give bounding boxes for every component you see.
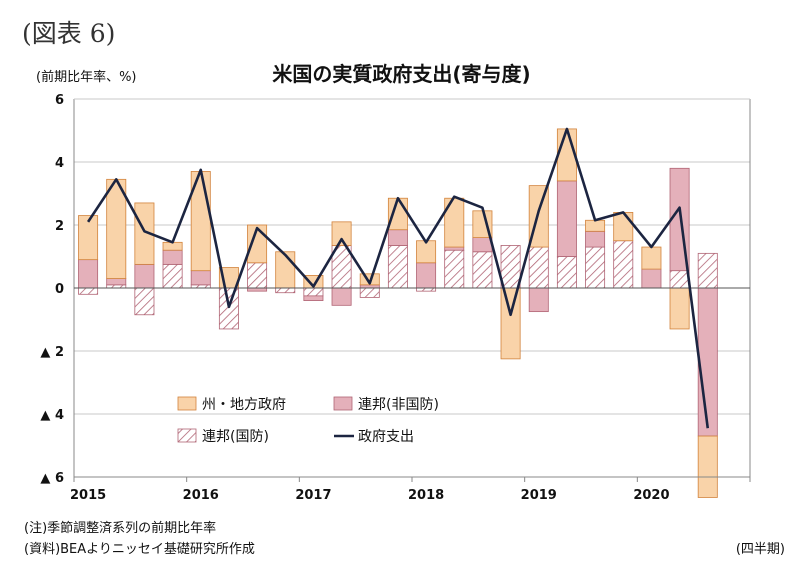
y-tick-label: ▲ 4 [40, 408, 64, 423]
total-line-layer [86, 127, 710, 429]
state-local-bar [331, 221, 352, 246]
axes: 6 4 2 0 ▲ 2 ▲ 4 ▲ 6 2015 2016 2017 2018 2019 2020 [40, 93, 751, 503]
state-local-bar [613, 211, 634, 242]
notes: (注)季節調整済系列の前期比年率 (資料)BEAよりニッセイ基礎研究所作成 [24, 518, 255, 560]
defense-bar [162, 263, 183, 289]
x-tick-label: 2020 [633, 488, 669, 503]
defense-bar [556, 256, 577, 289]
y-tick-label: ▲ 6 [40, 471, 64, 486]
defense-bar [500, 245, 521, 289]
nondefense-bar [444, 246, 465, 251]
state-local-bar [416, 240, 437, 264]
nondefense-bar [331, 287, 352, 306]
unit-label: (前期比年率、%) [36, 70, 137, 85]
defense-bar [247, 262, 268, 289]
nondefense-bar [134, 263, 155, 289]
defense-bar [613, 240, 634, 289]
nondefense-bar [78, 259, 99, 289]
x-tick-label: 2018 [408, 488, 444, 503]
nondefense-bar [416, 262, 437, 289]
x-tick-label: 2017 [295, 488, 331, 503]
defense-bar [669, 270, 690, 289]
nondefense-bar [585, 230, 606, 248]
defense-bar [303, 287, 324, 297]
x-tick-label: 2015 [70, 488, 106, 503]
y-tick-label: 2 [55, 219, 64, 234]
state-local-bar [669, 287, 690, 330]
defense-bar [528, 246, 549, 289]
legend-label-nondefense: 連邦(非国防) [358, 397, 439, 413]
legend: 州・地方政府 連邦(非国防) 連邦(国防) 政府支出 [177, 396, 439, 445]
note-line: (注)季節調整済系列の前期比年率 [24, 521, 217, 536]
state-local-bar [78, 215, 99, 261]
nondefense-bar [472, 237, 493, 253]
figure-label: (図表 6) [22, 19, 116, 48]
defense-bar [275, 287, 296, 294]
legend-label-state: 州・地方政府 [202, 397, 286, 413]
frequency-label: (四半期) [735, 542, 785, 557]
legend-label-defense: 連邦(国防) [202, 429, 269, 445]
total-line [86, 127, 710, 429]
nondefense-bar [106, 278, 127, 286]
y-tick-label: 6 [55, 93, 64, 108]
defense-bar [359, 287, 380, 298]
nondefense-bar [528, 287, 549, 313]
nondefense-bar [387, 229, 408, 246]
legend-swatch-state [177, 396, 197, 411]
nondefense-bar [162, 249, 183, 265]
legend-swatch-nondefense [333, 396, 353, 411]
defense-bar [444, 249, 465, 289]
state-local-bar [387, 197, 408, 231]
nondefense-bar [190, 270, 211, 286]
state-local-bar [697, 435, 718, 498]
chart-title: 米国の実質政府支出(寄与度) [272, 62, 531, 86]
y-tick-label: 0 [55, 282, 64, 297]
defense-bar [697, 252, 718, 289]
nondefense-bar [303, 295, 324, 301]
nondefense-bar [697, 287, 718, 437]
x-tick-label: 2016 [183, 488, 219, 503]
legend-swatch-defense [177, 428, 197, 443]
defense-bar [134, 287, 155, 316]
y-tick-label: ▲ 2 [40, 345, 64, 360]
defense-bar [585, 246, 606, 289]
y-tick-label: 4 [55, 156, 64, 171]
nondefense-bar [641, 268, 662, 289]
legend-label-total: 政府支出 [358, 429, 414, 445]
defense-bar [472, 251, 493, 289]
state-local-bar [275, 251, 296, 289]
defense-bar [78, 287, 99, 295]
defense-bar [218, 287, 239, 330]
defense-bar [387, 245, 408, 289]
nondefense-bar [556, 180, 577, 257]
state-local-bar [500, 287, 521, 360]
bars [78, 128, 718, 498]
state-local-bar [641, 246, 662, 270]
state-local-bar [585, 219, 606, 232]
x-tick-label: 2019 [521, 488, 557, 503]
source-line: (資料)BEAよりニッセイ基礎研究所作成 [24, 542, 255, 557]
